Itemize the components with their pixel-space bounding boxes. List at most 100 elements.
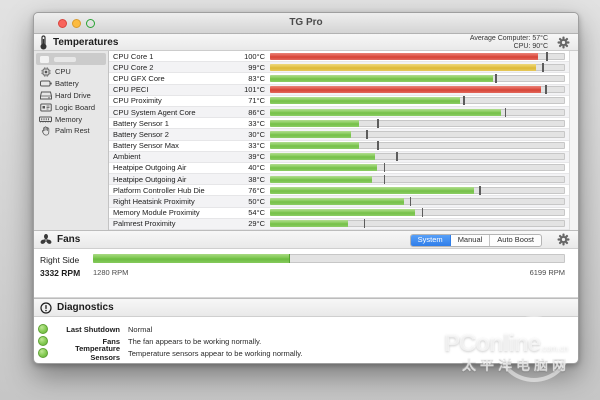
sensor-name: Platform Controller Hub Die [113, 185, 205, 195]
fan-name: Right Side [40, 255, 80, 265]
sensor-max-tick [395, 152, 398, 162]
sensor-bar-fill [270, 63, 536, 71]
sensor-row[interactable]: Heatpipe Outgoing Air 40°C [109, 162, 578, 175]
sensor-row[interactable]: Battery Sensor Max 33°C [109, 140, 578, 152]
sensor-max-tick [383, 163, 386, 173]
sensor-bar [270, 118, 565, 128]
minimize-button[interactable] [72, 18, 81, 28]
sensor-name: Memory Module Proximity [113, 208, 200, 218]
sensor-bar [270, 197, 565, 207]
diagnostics-list: Last Shutdown Normal Fans The fan appear… [34, 317, 578, 363]
sensor-bar [270, 96, 565, 106]
gear-icon [557, 36, 569, 49]
temperatures-content: CPU Battery Hard Drive Logic Board Memor… [34, 51, 578, 230]
sensor-max-tick [495, 73, 497, 83]
window-titlebar[interactable]: TG Pro [34, 13, 578, 34]
sensor-value: 101°C [244, 85, 265, 95]
diagnostic-row: Fans The fan appears to be working norma… [34, 335, 578, 347]
diagnostic-status: Temperature sensors appear to be working… [128, 348, 303, 358]
diagnostic-label: Last Shutdown [66, 324, 120, 334]
sensor-bar [270, 51, 565, 61]
fan-row: Right Side 3332 RPM 1280 RPM 6199 RPM [34, 249, 578, 298]
diagnostic-row: Temperature Sensors Temperature sensors … [34, 344, 578, 362]
cpu-summary-label: CPU: [513, 42, 531, 50]
sensor-row[interactable]: CPU Core 1 100°C [109, 51, 578, 63]
sidebar-item-palm-rest[interactable]: Palm Rest [34, 125, 108, 137]
sensor-name: Battery Sensor 1 [113, 118, 169, 128]
sidebar-item-logic-board[interactable]: Logic Board [34, 101, 108, 113]
sensor-bar-fill [270, 142, 359, 150]
sensor-max-tick [504, 107, 507, 117]
sensor-bar [270, 85, 565, 95]
sensor-bar-fill [270, 186, 474, 194]
average-computer-label: Average Computer: [469, 35, 531, 42]
thermometer-icon [39, 34, 48, 50]
sensor-list-scrollbar[interactable] [569, 51, 578, 230]
sensor-row[interactable]: Battery Sensor 2 30°C [109, 129, 578, 141]
sensor-row[interactable]: CPU Proximity 71°C [109, 95, 578, 107]
sensor-row[interactable]: Memory Module Proximity 54°C [109, 207, 578, 219]
sidebar-item-memory[interactable]: Memory [34, 113, 108, 125]
sidebar-item-battery[interactable]: Battery [34, 78, 108, 90]
sensor-max-tick [409, 197, 412, 207]
fan-mode-system[interactable]: System [410, 234, 451, 246]
sidebar-item-cpu[interactable]: CPU [34, 66, 108, 78]
hard-drive-icon [39, 91, 52, 100]
temperatures-settings-button[interactable] [556, 36, 570, 50]
sensor-name: CPU Proximity [113, 96, 162, 106]
sensor-bar [270, 129, 565, 139]
sensor-bar-fill [270, 164, 378, 172]
average-computer-value: 57°C [532, 35, 548, 42]
sidebar-item-selected[interactable] [36, 53, 106, 65]
sensor-value: 83°C [248, 73, 265, 83]
sensor-row[interactable]: Battery Sensor 1 33°C [109, 118, 578, 130]
sensor-name: Battery Sensor 2 [113, 129, 169, 139]
sensor-row[interactable]: CPU Core 2 99°C [109, 62, 578, 74]
sensor-row[interactable]: Palmrest Proximity 29°C [109, 218, 578, 230]
sensor-value: 99°C [248, 62, 265, 72]
sensor-value: 33°C [248, 141, 265, 151]
sensor-bar [270, 174, 565, 184]
sidebar-item-hard-drive[interactable]: Hard Drive [34, 90, 108, 102]
sensor-row[interactable]: Heatpipe Outgoing Air 38°C [109, 174, 578, 186]
fan-mode-auto-boost[interactable]: Auto Boost [497, 235, 534, 244]
sensor-value: 76°C [248, 185, 265, 195]
diagnostic-label: Fans [102, 336, 120, 346]
close-button[interactable] [58, 18, 67, 28]
summary-readout: Average Computer: 57°C CPU: 90°C [470, 35, 548, 50]
sensor-bar [270, 185, 565, 195]
sensor-bar [270, 107, 565, 117]
palm-rest-icon [39, 126, 52, 136]
fans-header: Fans System Manual Auto Boost [34, 230, 578, 249]
fan-max-rpm: 6199 RPM [529, 268, 565, 277]
zoom-button[interactable] [86, 18, 95, 28]
sensor-bar-fill [270, 74, 493, 82]
sensor-bar-fill [270, 86, 541, 94]
sensor-name: CPU System Agent Core [113, 107, 196, 117]
fans-settings-button[interactable] [556, 233, 570, 247]
fan-mode-segmented-control: System Manual Auto Boost [409, 233, 542, 247]
fan-mode-manual[interactable]: Manual [451, 234, 491, 246]
sensor-row[interactable]: CPU PECI 101°C [109, 84, 578, 96]
sensor-bar [270, 163, 565, 173]
traffic-lights [58, 18, 95, 28]
sensor-row[interactable]: CPU System Agent Core 86°C [109, 106, 578, 119]
sensor-row[interactable]: CPU GFX Core 83°C [109, 73, 578, 85]
sensor-max-tick [366, 129, 369, 139]
sensor-value: 100°C [244, 51, 265, 61]
sensor-max-tick [542, 62, 544, 72]
warning-circle-icon [40, 301, 52, 314]
logic-board-icon [39, 103, 52, 112]
sensor-bar [270, 141, 565, 151]
sensor-row[interactable]: Platform Controller Hub Die 76°C [109, 185, 578, 197]
sensor-row[interactable]: Ambient 39°C [109, 151, 578, 163]
sensor-name: Ambient [113, 152, 141, 162]
fan-speed-bar [93, 254, 565, 263]
sensor-list: CPU Core 1 100°C CPU Core 2 99°C CPU GFX… [109, 51, 578, 230]
sensor-row[interactable]: Right Heatsink Proximity 50°C [109, 196, 578, 208]
sensor-bar-fill [270, 108, 501, 116]
sensor-name: Palmrest Proximity [113, 219, 176, 229]
sensor-bar-fill [270, 175, 372, 183]
gear-icon [557, 233, 569, 246]
sensor-value: 29°C [248, 219, 265, 229]
